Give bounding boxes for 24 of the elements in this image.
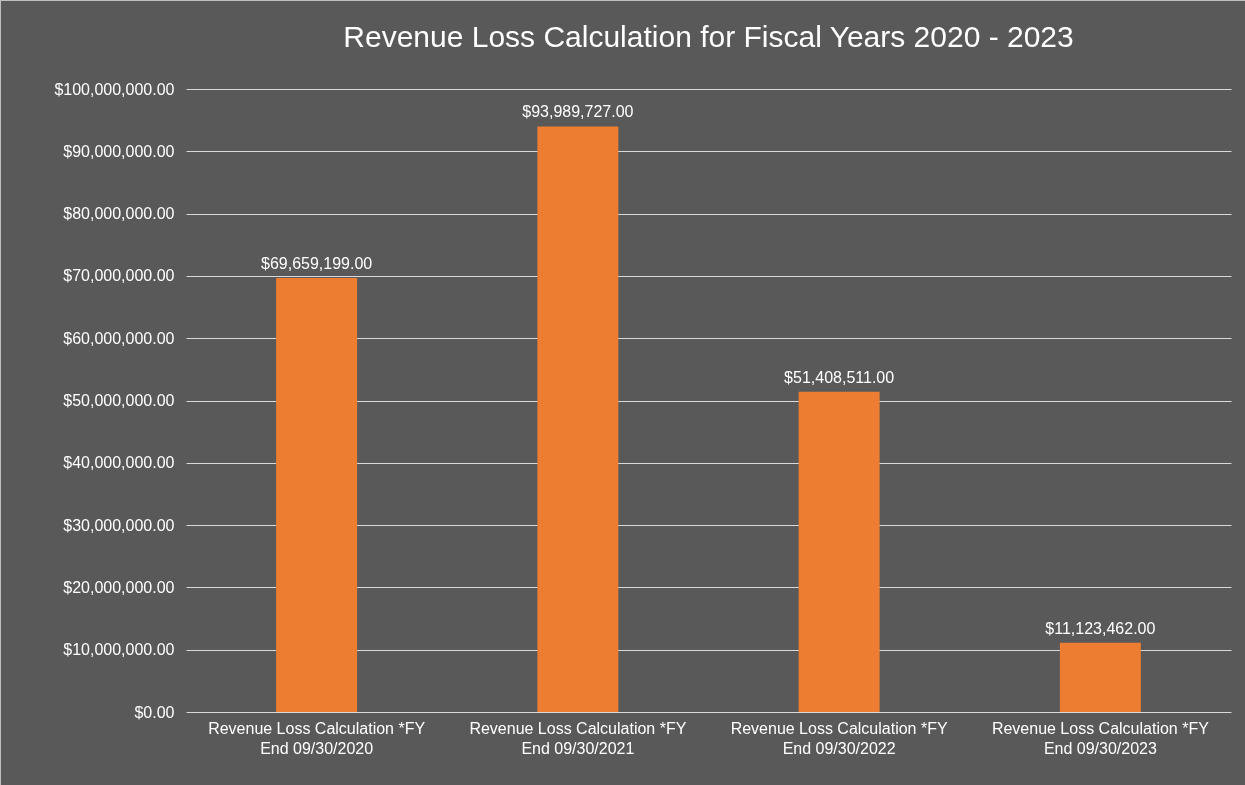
bar xyxy=(1059,642,1141,712)
y-tick-label: $50,000,000.00 xyxy=(63,392,175,409)
y-tick-label: $10,000,000.00 xyxy=(63,641,175,659)
x-tick-label: Revenue Loss Calculation *FY End 09/30/2022 xyxy=(730,719,948,757)
y-tick-label: $0.00 xyxy=(134,703,175,721)
y-tick-label: $90,000,000.00 xyxy=(63,142,175,160)
x-tick-label: Revenue Loss Calculation *FY End 09/30/2021 xyxy=(469,719,687,757)
y-tick-label: $80,000,000.00 xyxy=(63,205,175,223)
y-tick-label: $60,000,000.00 xyxy=(63,329,175,347)
x-tick-label: Revenue Loss Calculation *FY End 09/30/2020 xyxy=(208,719,426,757)
chart-title: Revenue Loss Calculation for Fiscal Years 2020 - 2023 xyxy=(343,20,1074,53)
bar xyxy=(276,278,358,712)
data-label: $51,408,511.00 xyxy=(784,368,895,386)
x-tick-label: Revenue Loss Calculation *FY End 09/30/2023 xyxy=(991,719,1210,757)
data-label: $93,989,727.00 xyxy=(522,103,634,121)
y-tick-label: $70,000,000.00 xyxy=(63,267,175,285)
y-tick-label: $20,000,000.00 xyxy=(63,578,175,596)
bar xyxy=(798,391,880,712)
data-label: $11,123,462.00 xyxy=(1045,619,1156,637)
y-tick-label: $40,000,000.00 xyxy=(63,454,175,472)
y-tick-label: $100,000,000.00 xyxy=(54,80,175,98)
data-label: $69,659,199.00 xyxy=(261,255,373,273)
y-tick-label: $30,000,000.00 xyxy=(63,516,175,534)
bar xyxy=(537,126,619,712)
